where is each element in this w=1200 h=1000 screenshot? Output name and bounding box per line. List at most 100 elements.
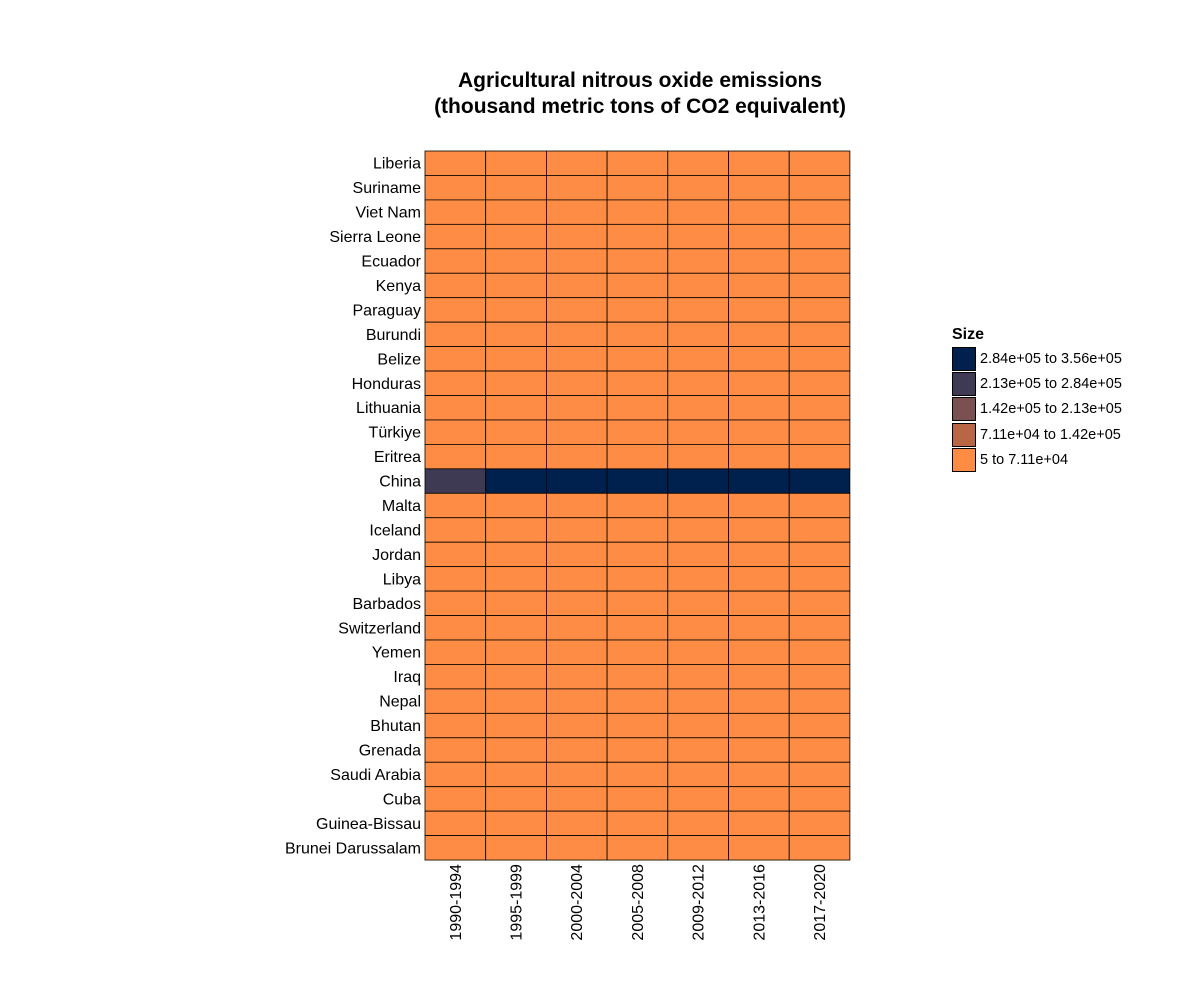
column-label: 2005-2008: [630, 864, 647, 941]
heatmap-cell: [424, 321, 487, 347]
legend-item: 7.11e+04 to 1.42e+05: [952, 422, 1172, 447]
heatmap-cell: [667, 688, 729, 714]
heatmap-cell: [667, 517, 729, 543]
heatmap-cell: [728, 443, 790, 470]
heatmap-cell: [606, 150, 669, 176]
heatmap-cell: [485, 590, 547, 616]
heatmap-cell: [788, 664, 851, 690]
heatmap-cell: [546, 517, 608, 543]
heatmap-cell: [728, 199, 790, 225]
row-label: Türkiye: [369, 425, 422, 442]
heatmap-cell: [424, 248, 487, 274]
heatmap-cell: [606, 199, 669, 225]
heatmap-cell: [606, 810, 669, 837]
legend-item: 5 to 7.11e+04: [952, 448, 1172, 473]
row-label: Belize: [377, 351, 421, 368]
column-label: 2017-2020: [812, 864, 829, 941]
heatmap-cell: [788, 443, 851, 470]
heatmap-cell: [606, 468, 669, 494]
heatmap-cell: [788, 297, 851, 323]
heatmap-cell: [728, 688, 790, 714]
heatmap-cell: [667, 468, 729, 494]
heatmap-cell: [788, 492, 851, 519]
heatmap-cell: [546, 712, 608, 739]
heatmap-cell: [485, 150, 547, 176]
heatmap-cell: [728, 419, 790, 445]
heatmap-cell: [728, 175, 790, 201]
heatmap-cell: [667, 835, 729, 861]
heatmap-cell: [667, 175, 729, 201]
heatmap-cell: [424, 492, 487, 519]
column-label: 2000-2004: [569, 864, 586, 941]
column-label: 1990-1994: [448, 864, 465, 941]
row-label: Iraq: [393, 669, 421, 686]
column-label: 1995-1999: [509, 864, 526, 941]
heatmap-cell: [424, 639, 487, 665]
row-label: Jordan: [372, 547, 421, 564]
row-label: Malta: [382, 498, 421, 515]
heatmap-cell: [485, 712, 547, 739]
row-label: Cuba: [383, 791, 421, 808]
heatmap-cell: [788, 786, 851, 812]
heatmap-cell: [667, 370, 729, 396]
heatmap-cells: [424, 150, 851, 861]
heatmap-cell: [667, 199, 729, 225]
heatmap-cell: [728, 395, 790, 421]
heatmap-cell: [728, 615, 790, 641]
column-labels: 1990-1994 1995-1999 2000-2004 2005-2008 2009…: [448, 864, 829, 941]
heatmap-cell: [546, 468, 608, 494]
heatmap-cell: [606, 737, 669, 763]
heatmap-cell: [485, 370, 547, 396]
heatmap-cell: [546, 297, 608, 323]
heatmap-cell: [606, 639, 669, 665]
heatmap-cell: [606, 175, 669, 201]
row-label: Viet Nam: [355, 205, 421, 222]
heatmap-cell: [606, 664, 669, 690]
row-label: Lithuania: [356, 400, 421, 417]
heatmap-cell: [424, 688, 487, 714]
heatmap-cell: [485, 737, 547, 763]
heatmap-cell: [424, 370, 487, 396]
row-label: Saudi Arabia: [330, 767, 421, 784]
heatmap-cell: [606, 835, 669, 861]
chart-title-line-2: (thousand metric tons of CO2 equivalent): [434, 95, 846, 118]
heatmap-cell: [546, 492, 608, 519]
heatmap-cell: [728, 346, 790, 372]
heatmap-cell: [546, 370, 608, 396]
heatmap-cell: [606, 223, 669, 250]
heatmap-cell: [424, 419, 487, 445]
legend-label: 2.84e+05 to 3.56e+05: [980, 350, 1122, 367]
heatmap-cell: [728, 248, 790, 274]
heatmap-cell: [788, 175, 851, 201]
heatmap-cell: [788, 615, 851, 641]
column-label: 2013-2016: [751, 864, 768, 941]
row-label: Honduras: [352, 376, 421, 393]
heatmap-cell: [424, 175, 487, 201]
heatmap-cell: [546, 541, 608, 568]
heatmap-cell: [546, 566, 608, 592]
heatmap-cell: [667, 590, 729, 616]
heatmap-cell: [728, 321, 790, 347]
legend-item: 1.42e+05 to 2.13e+05: [952, 397, 1172, 422]
heatmap-cell: [485, 223, 547, 250]
heatmap-cell: [788, 566, 851, 592]
heatmap-cell: [667, 810, 729, 837]
heatmap-cell: [546, 786, 608, 812]
row-label: Guinea-Bissau: [316, 816, 421, 833]
heatmap-cell: [546, 737, 608, 763]
heatmap-cell: [667, 248, 729, 274]
heatmap-cell: [728, 737, 790, 763]
heatmap-cell: [606, 541, 669, 568]
heatmap-cell: [667, 566, 729, 592]
heatmap-cell: [424, 199, 487, 225]
row-label: Burundi: [366, 327, 421, 344]
heatmap-cell: [546, 248, 608, 274]
heatmap-cell: [606, 395, 669, 421]
heatmap-cell: [606, 346, 669, 372]
legend: Size 2.84e+05 to 3.56e+05 2.13e+05 to 2.8…: [952, 325, 1172, 473]
heatmap-cell: [788, 541, 851, 568]
heatmap-cell: [485, 272, 547, 299]
heatmap-cell: [485, 175, 547, 201]
heatmap-cell: [788, 712, 851, 739]
